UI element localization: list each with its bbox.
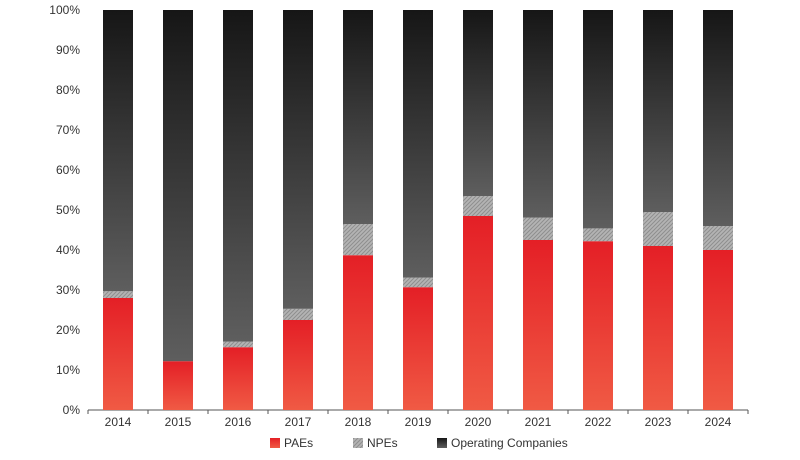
x-tick-label: 2015: [165, 415, 192, 429]
x-tick-label: 2022: [585, 415, 612, 429]
bar-npes-2021: [523, 217, 553, 240]
bar-paes-2014: [103, 298, 133, 410]
bar-paes-2022: [583, 241, 613, 410]
x-tick-label: 2017: [285, 415, 312, 429]
x-tick-label: 2014: [105, 415, 132, 429]
y-axis: 0% 10% 20% 30% 40% 50% 60% 70% 80% 90% 100%: [49, 3, 80, 417]
bar-npes-2024: [703, 226, 733, 250]
y-tick-label: 80%: [56, 83, 80, 97]
x-tick-label: 2024: [705, 415, 732, 429]
legend-item-operating-companies: Operating Companies: [437, 436, 568, 450]
legend-label: Operating Companies: [451, 436, 568, 450]
bar-paes-2023: [643, 246, 673, 410]
x-tick-label: 2020: [465, 415, 492, 429]
legend: PAEs NPEs Operating Companies: [270, 436, 568, 450]
bar-npes-2018: [343, 224, 373, 256]
bar-operating-companies-2017: [283, 10, 313, 309]
bar-npes-2020: [463, 196, 493, 216]
y-tick-label: 100%: [49, 3, 80, 17]
y-tick-label: 30%: [56, 283, 80, 297]
bar-npes-2019: [403, 277, 433, 288]
y-tick-label: 90%: [56, 43, 80, 57]
x-tick-label: 2021: [525, 415, 552, 429]
bar-paes-2024: [703, 250, 733, 410]
bar-paes-2018: [343, 255, 373, 410]
bar-operating-companies-2018: [343, 10, 373, 224]
y-tick-label: 20%: [56, 323, 80, 337]
bar-paes-2020: [463, 216, 493, 410]
bar-operating-companies-2022: [583, 10, 613, 229]
bar-operating-companies-2021: [523, 10, 553, 218]
bar-operating-companies-2015: [163, 10, 193, 362]
x-tick-label: 2019: [405, 415, 432, 429]
y-tick-label: 50%: [56, 203, 80, 217]
bar-paes-2017: [283, 320, 313, 410]
bar-npes-2016: [223, 341, 253, 348]
bar-paes-2021: [523, 240, 553, 410]
bar-npes-2014: [103, 291, 133, 298]
x-tick-label: 2018: [345, 415, 372, 429]
bar-operating-companies-2016: [223, 10, 253, 342]
legend-label: PAEs: [284, 436, 313, 450]
y-tick-label: 70%: [56, 123, 80, 137]
x-axis: 2014 2015 2016 2017 2018 2019 2020 2021 2022 2023…: [87, 409, 749, 429]
x-tick-label: 2016: [225, 415, 252, 429]
bar-operating-companies-2023: [643, 10, 673, 212]
legend-swatch: [270, 438, 280, 448]
y-tick-label: 0%: [63, 403, 81, 417]
bar-operating-companies-2024: [703, 10, 733, 226]
bar-paes-2015: [163, 361, 193, 410]
bar-operating-companies-2014: [103, 10, 133, 292]
bar-operating-companies-2019: [403, 10, 433, 278]
y-tick-label: 60%: [56, 163, 80, 177]
bars: [103, 10, 733, 410]
bar-operating-companies-2020: [463, 10, 493, 196]
legend-item-paes: PAEs: [270, 436, 313, 450]
legend-swatch: [437, 438, 447, 448]
bar-paes-2019: [403, 287, 433, 410]
legend-item-npes: NPEs: [353, 436, 398, 450]
bar-npes-2022: [583, 228, 613, 242]
bar-npes-2023: [643, 212, 673, 246]
bar-paes-2016: [223, 347, 253, 410]
y-tick-label: 10%: [56, 363, 80, 377]
legend-swatch: [353, 438, 363, 448]
legend-label: NPEs: [367, 436, 398, 450]
x-tick-label: 2023: [645, 415, 672, 429]
bar-npes-2017: [283, 308, 313, 320]
y-tick-label: 40%: [56, 243, 80, 257]
